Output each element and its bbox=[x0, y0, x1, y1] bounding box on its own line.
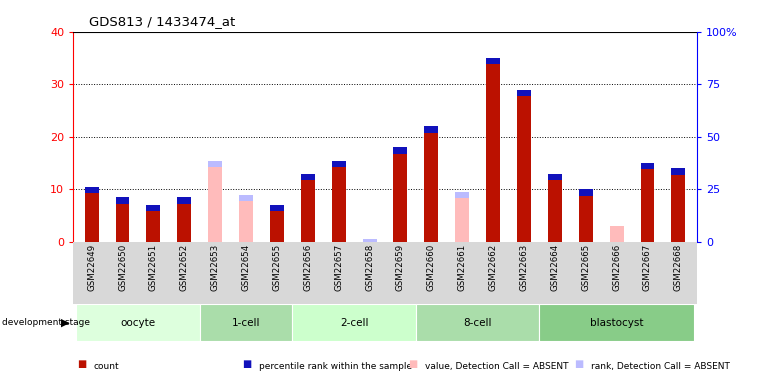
Text: GSM22662: GSM22662 bbox=[489, 244, 497, 291]
Bar bbox=[486, 58, 500, 64]
Bar bbox=[548, 174, 562, 180]
Bar bbox=[548, 174, 562, 242]
Bar bbox=[85, 187, 99, 242]
Text: GSM22651: GSM22651 bbox=[149, 244, 158, 291]
Bar bbox=[579, 189, 593, 242]
Bar bbox=[671, 168, 685, 242]
Text: value, Detection Call = ABSENT: value, Detection Call = ABSENT bbox=[425, 362, 568, 371]
Text: GDS813 / 1433474_at: GDS813 / 1433474_at bbox=[89, 15, 235, 28]
Bar bbox=[424, 126, 438, 133]
Bar bbox=[539, 304, 694, 341]
Bar bbox=[393, 147, 407, 154]
Bar bbox=[116, 197, 129, 204]
Bar bbox=[641, 163, 654, 170]
Bar bbox=[76, 304, 199, 341]
Bar bbox=[455, 192, 469, 242]
Text: ■: ■ bbox=[408, 359, 417, 369]
Bar bbox=[199, 304, 293, 341]
Bar bbox=[610, 226, 624, 242]
Text: GSM22655: GSM22655 bbox=[273, 244, 281, 291]
Bar bbox=[177, 197, 191, 204]
Text: development stage: development stage bbox=[2, 318, 89, 327]
Text: GSM22650: GSM22650 bbox=[118, 244, 127, 291]
Bar bbox=[239, 195, 253, 242]
Text: GSM22658: GSM22658 bbox=[365, 244, 374, 291]
Text: GSM22667: GSM22667 bbox=[643, 244, 652, 291]
Bar bbox=[85, 187, 99, 193]
Text: GSM22663: GSM22663 bbox=[520, 244, 528, 291]
Text: rank, Detection Call = ABSENT: rank, Detection Call = ABSENT bbox=[591, 362, 729, 371]
Bar bbox=[146, 205, 160, 242]
Bar bbox=[270, 205, 284, 242]
Text: GSM22657: GSM22657 bbox=[334, 244, 343, 291]
Text: GSM22656: GSM22656 bbox=[303, 244, 313, 291]
Bar bbox=[208, 160, 222, 242]
Text: ■: ■ bbox=[574, 359, 583, 369]
Text: percentile rank within the sample: percentile rank within the sample bbox=[259, 362, 413, 371]
Bar bbox=[332, 160, 346, 242]
Bar bbox=[579, 189, 593, 196]
Bar bbox=[455, 192, 469, 198]
Bar bbox=[270, 205, 284, 212]
Bar bbox=[671, 168, 685, 175]
Bar bbox=[641, 163, 654, 242]
Bar bbox=[517, 90, 531, 242]
Text: GSM22665: GSM22665 bbox=[581, 244, 590, 291]
Bar bbox=[363, 239, 377, 242]
Bar bbox=[116, 197, 129, 242]
Bar bbox=[239, 195, 253, 201]
Bar bbox=[424, 126, 438, 242]
Text: 1-cell: 1-cell bbox=[232, 318, 260, 327]
Text: count: count bbox=[94, 362, 119, 371]
Text: GSM22654: GSM22654 bbox=[242, 244, 250, 291]
Text: GSM22666: GSM22666 bbox=[612, 244, 621, 291]
Bar bbox=[363, 239, 377, 246]
Text: ▶: ▶ bbox=[61, 318, 69, 327]
Text: ■: ■ bbox=[77, 359, 86, 369]
Bar bbox=[293, 304, 416, 341]
Bar bbox=[393, 147, 407, 242]
Text: GSM22660: GSM22660 bbox=[427, 244, 436, 291]
Bar bbox=[146, 205, 160, 212]
Text: oocyte: oocyte bbox=[120, 318, 156, 327]
Text: GSM22659: GSM22659 bbox=[396, 244, 405, 291]
Text: GSM22661: GSM22661 bbox=[457, 244, 467, 291]
Text: GSM22664: GSM22664 bbox=[551, 244, 559, 291]
Bar bbox=[486, 58, 500, 242]
Bar bbox=[517, 90, 531, 96]
Text: 8-cell: 8-cell bbox=[464, 318, 492, 327]
Bar bbox=[416, 304, 539, 341]
Text: GSM22652: GSM22652 bbox=[180, 244, 189, 291]
Text: 2-cell: 2-cell bbox=[340, 318, 368, 327]
Text: ■: ■ bbox=[243, 359, 252, 369]
Bar bbox=[208, 160, 222, 167]
Text: GSM22649: GSM22649 bbox=[87, 244, 96, 291]
Text: GSM22668: GSM22668 bbox=[674, 244, 683, 291]
Bar bbox=[301, 174, 315, 180]
Bar bbox=[332, 160, 346, 167]
Bar bbox=[177, 197, 191, 242]
Bar bbox=[301, 174, 315, 242]
Text: blastocyst: blastocyst bbox=[590, 318, 643, 327]
Text: GSM22653: GSM22653 bbox=[211, 244, 219, 291]
